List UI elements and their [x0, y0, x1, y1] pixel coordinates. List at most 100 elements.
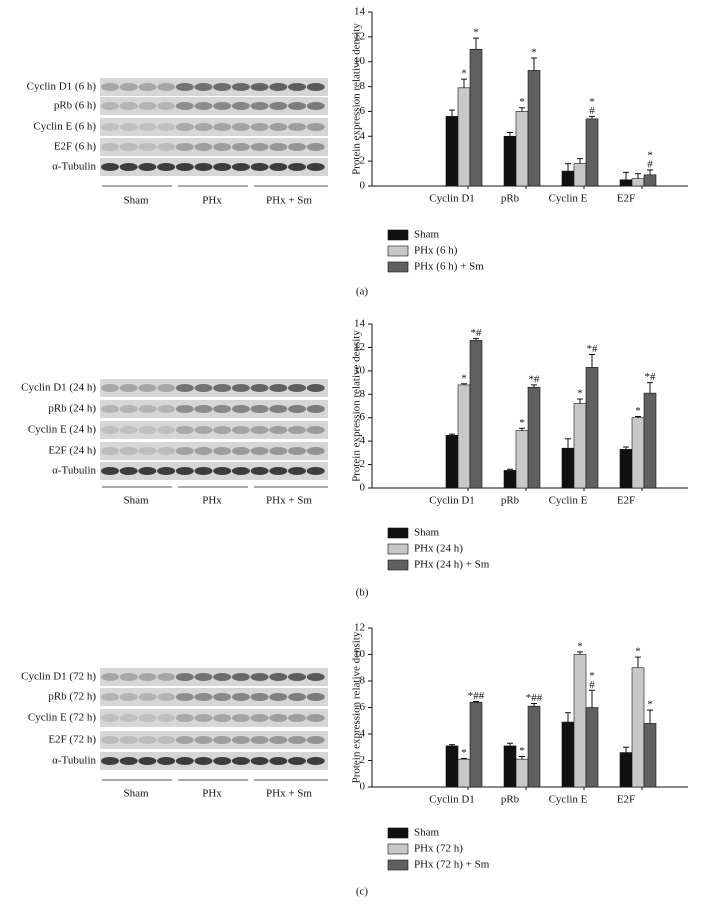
blot-band: [231, 673, 250, 681]
blot-band: [101, 384, 119, 392]
blot-row-label: α-Tubulin: [52, 161, 96, 173]
blot-band: [119, 102, 138, 110]
blot-band: [119, 163, 138, 171]
blot-strip: [100, 400, 328, 418]
y-tick-label: 10: [354, 55, 366, 67]
blot-band: [231, 447, 250, 455]
blot-strip: [100, 442, 328, 460]
blot-band: [213, 123, 232, 131]
blot-band: [194, 384, 213, 392]
blot-band: [269, 673, 288, 681]
bar: [561, 447, 575, 489]
significance-mark: *: [577, 640, 583, 652]
panel-label: (a): [356, 286, 369, 298]
significance-mark: #: [647, 158, 653, 170]
blot-band: [175, 673, 194, 681]
legend-label: PHx (6 h): [414, 245, 458, 257]
blot-group-label: PHx: [202, 788, 222, 800]
error-bar: [519, 756, 525, 760]
bar: [445, 434, 459, 489]
blot-band: [138, 143, 157, 151]
significance-mark: *: [635, 646, 641, 658]
error-bar: [577, 398, 583, 404]
blot-band: [250, 405, 269, 413]
bar: [469, 48, 483, 187]
blot-band: [138, 467, 157, 475]
blot-band: [231, 693, 250, 701]
blot-band: [138, 123, 157, 131]
blot-band: [250, 426, 269, 434]
x-tick-label: pRb: [501, 495, 520, 507]
significance-mark: *#: [645, 371, 657, 383]
legend-label: Sham: [414, 827, 440, 839]
blot-band: [306, 673, 325, 681]
x-tick-label: E2F: [617, 495, 635, 507]
blot-band: [288, 384, 306, 392]
blot-row-label: Cyclin D1 (24 h): [21, 382, 96, 394]
significance-mark: *: [519, 417, 525, 429]
blot-band: [194, 673, 213, 681]
blot-band: [231, 384, 250, 392]
blot-band: [213, 673, 232, 681]
blot-band: [288, 447, 306, 455]
blot-band: [138, 384, 157, 392]
bar: [561, 170, 575, 187]
y-tick-label: 4: [360, 435, 366, 447]
y-tick-label: 12: [354, 341, 365, 353]
blot-band: [250, 102, 269, 110]
blot-band: [306, 467, 325, 475]
bar: [457, 87, 471, 187]
blot-band: [231, 467, 250, 475]
blot-band: [288, 736, 306, 744]
blot-row-label: α-Tubulin: [52, 755, 96, 767]
blot-band: [175, 102, 194, 110]
bar: [631, 667, 645, 788]
blot-band: [213, 83, 232, 91]
panel-label: (c): [356, 886, 369, 898]
significance-mark: *##: [468, 690, 485, 702]
blot-band: [288, 673, 306, 681]
error-bar: [647, 382, 653, 394]
y-tick-label: 10: [354, 364, 366, 376]
bar: [573, 654, 587, 788]
x-tick-label: Cyclin D1: [429, 495, 475, 507]
blot-band: [250, 467, 269, 475]
blot-band: [213, 757, 232, 765]
x-tick-label: pRb: [501, 193, 520, 205]
legend-swatch: [387, 527, 409, 539]
blot-band: [157, 673, 176, 681]
bar: [527, 705, 541, 788]
blot-row-label: E2F (24 h): [48, 445, 96, 457]
blot-band: [250, 757, 269, 765]
y-tick-label: 8: [360, 675, 366, 687]
y-tick-label: 2: [360, 754, 366, 766]
error-bar: [449, 109, 455, 117]
significance-mark: *#: [587, 343, 599, 355]
blot-band: [138, 736, 157, 744]
blot-group-label: PHx: [202, 195, 222, 207]
blot-band: [306, 143, 325, 151]
legend-label: PHx (24 h): [414, 543, 463, 555]
blot-band: [288, 102, 306, 110]
blot-band: [194, 714, 213, 722]
blot-band: [306, 123, 325, 131]
blot-band: [157, 693, 176, 701]
blot-band: [306, 384, 325, 392]
blot-band: [138, 447, 157, 455]
legend-swatch: [387, 245, 409, 257]
blot-band: [231, 405, 250, 413]
blot-band: [250, 83, 269, 91]
bar: [573, 403, 587, 489]
blot-group-label: Sham: [123, 495, 149, 507]
y-axis-label: Protein expression relative density: [351, 330, 363, 482]
error-bar: [473, 338, 479, 341]
blot-band: [101, 673, 119, 681]
bar: [631, 417, 645, 489]
legend-swatch: [387, 543, 409, 555]
error-bar: [519, 107, 525, 112]
y-tick-label: 12: [354, 622, 365, 634]
blot-band: [269, 143, 288, 151]
y-tick-label: 8: [360, 388, 366, 400]
